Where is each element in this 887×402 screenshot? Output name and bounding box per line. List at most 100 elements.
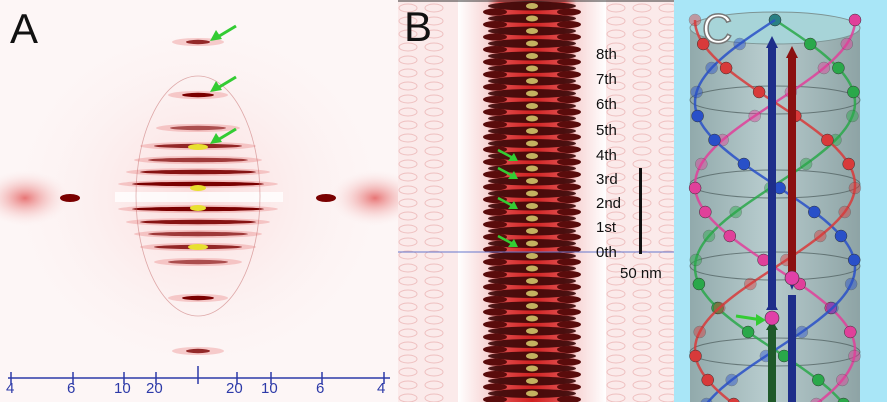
subunit-bead [795, 325, 809, 339]
order-label: 7th [596, 71, 617, 88]
green-arrow-head [756, 314, 766, 326]
subunit-bead [837, 397, 850, 402]
axis-bar [788, 55, 796, 275]
order-label: 1st [596, 219, 617, 236]
subunit-bead [844, 325, 857, 339]
scale-bar [639, 168, 642, 254]
subunit-bead [744, 277, 757, 291]
axis-tick-label: 20 [226, 380, 243, 397]
subunit-bead [844, 277, 858, 291]
subunit-bead [689, 349, 702, 363]
layer-line [168, 259, 228, 265]
subunit-bead [808, 205, 821, 219]
axis-bar [768, 48, 776, 308]
subunit-bead [836, 373, 849, 387]
layer-line [186, 348, 210, 354]
subunit-bead [799, 157, 813, 171]
order-label: 3rd [596, 171, 618, 188]
subunit-bead [725, 373, 738, 387]
subunit-bead [723, 229, 737, 243]
subunit-bead [757, 253, 770, 267]
layer-line [148, 157, 248, 163]
subunit-bead [741, 325, 755, 339]
helix-model-panel: C [674, 0, 887, 402]
subunit-bead [832, 61, 845, 75]
axis-tick-label: 20 [146, 380, 163, 397]
order-label: 6th [596, 96, 617, 113]
simulated-pattern [398, 0, 674, 402]
subunit-bead [846, 109, 859, 123]
layer-line [132, 181, 264, 187]
green-arrow-head [210, 30, 222, 41]
subunit-bead [838, 205, 851, 219]
diffraction-panel: A 4 6 10 20 20 10 6 4 [0, 0, 398, 402]
subunit-bead [737, 157, 751, 171]
subunit-bead [691, 109, 704, 123]
subunit-bead [847, 253, 861, 267]
axis-tick-label: 4 [377, 380, 386, 397]
axis-tick-label: 10 [114, 380, 131, 397]
subunit-bead [817, 61, 831, 75]
axis-tick-label: 6 [316, 380, 325, 397]
subunit-bead [768, 13, 782, 27]
subunit-bead [812, 373, 825, 387]
panel-label-b: B [404, 3, 433, 50]
layer-line [182, 92, 214, 98]
subunit-bead [712, 301, 726, 315]
subunit-bead [690, 85, 703, 99]
green-arrow-head [508, 239, 518, 247]
layer-line [170, 125, 226, 131]
green-arrow-head [508, 171, 518, 179]
subunit-bead [840, 37, 854, 51]
axis-tick-label: 4 [6, 380, 15, 397]
layer-line [140, 169, 256, 175]
subunit-bead [705, 61, 718, 75]
equator-spot [60, 194, 80, 202]
meridional-spot [188, 144, 208, 150]
subunit-bead [764, 310, 780, 326]
subunit-bead [695, 157, 708, 171]
subunit-bead [692, 277, 706, 291]
simulation-panel: B 8th 7th 6th 5th 4th 3rd 2nd 1st 0th 50… [398, 0, 674, 402]
subunit-bead [813, 229, 827, 243]
panel-label-c: C [701, 5, 733, 52]
order-label: 2nd [596, 195, 622, 212]
meridional-spot [190, 205, 206, 211]
layer-line [140, 219, 256, 225]
axis-tick-label: 6 [67, 380, 76, 397]
subunit-bead [708, 133, 721, 147]
helix-model [688, 11, 862, 402]
subunit-bead [821, 133, 834, 147]
subunit-bead [752, 85, 766, 99]
order-label: 8th [596, 46, 617, 63]
subunit-bead [834, 229, 848, 243]
axis-tick-label: 10 [261, 380, 278, 397]
green-arrow-head [210, 81, 222, 92]
green-arrow-head [210, 133, 222, 144]
panel-label-a: A [10, 5, 39, 52]
subunit-bead [784, 270, 800, 286]
green-arrow-head [508, 153, 518, 161]
subunit-bead [804, 37, 817, 51]
meridional-spot [190, 185, 206, 191]
order-label: 0th [596, 244, 617, 261]
green-arrow-head [508, 201, 518, 209]
layer-line [148, 231, 248, 237]
subunit-bead [688, 13, 702, 27]
meridional-spot [188, 244, 208, 250]
subunit-bead [727, 397, 740, 402]
order-label: 4th [596, 147, 617, 164]
scale-bar-label: 50 nm [620, 265, 662, 282]
subunit-bead [848, 349, 861, 363]
helix-strand [693, 18, 857, 402]
subunit-bead [696, 37, 710, 51]
subunit-bead [701, 373, 714, 387]
subunit-bead [848, 181, 862, 195]
subunit-bead [842, 157, 855, 171]
subunit-bead [702, 229, 716, 243]
subunit-bead [689, 253, 703, 267]
subunit-bead [688, 181, 702, 195]
subunit-bead [733, 37, 746, 51]
subunit-bead [700, 397, 713, 402]
subunit-bead [729, 205, 742, 219]
